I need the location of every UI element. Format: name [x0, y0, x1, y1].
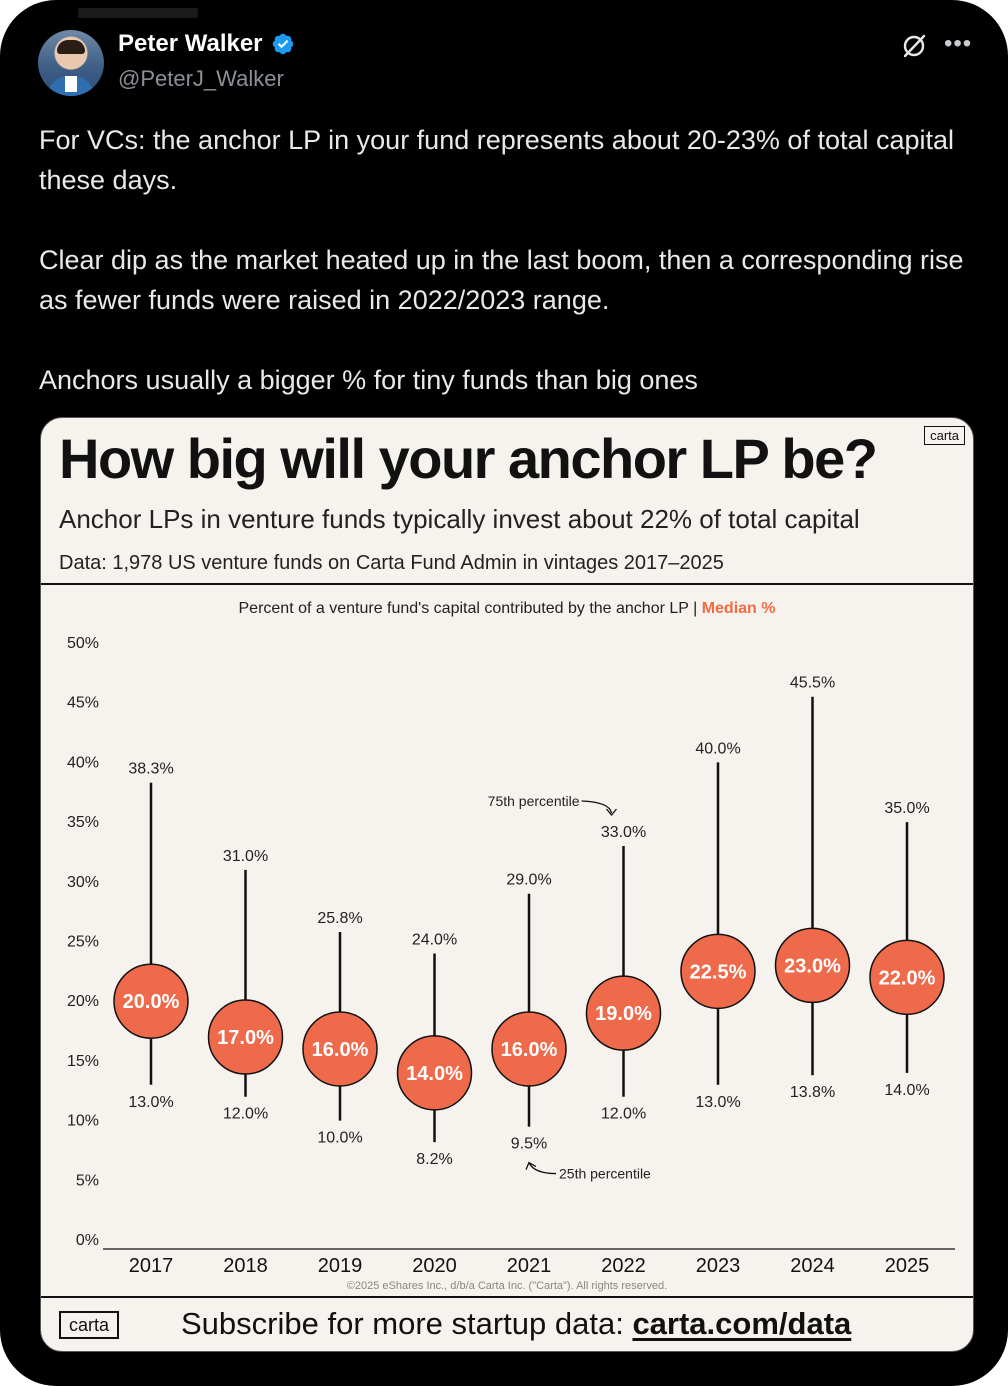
y-tick-label: 30%	[67, 874, 99, 891]
x-tick-label: 2020	[412, 1255, 457, 1277]
chart-title: How big will your anchor LP be?	[59, 427, 878, 490]
p25-label: 14.0%	[884, 1082, 929, 1099]
grok-icon[interactable]	[900, 32, 928, 60]
chart-subtitle: Anchor LPs in venture funds typically in…	[59, 504, 860, 534]
median-dot	[585, 975, 662, 1051]
author-row: Peter Walker	[118, 30, 295, 58]
median-dot	[491, 1011, 567, 1087]
median-label: 16.0%	[312, 1039, 369, 1061]
y-tick-label: 10%	[67, 1113, 99, 1130]
y-tick-label: 20%	[67, 993, 99, 1010]
author-name[interactable]: Peter Walker	[118, 30, 263, 57]
p25-label: 12.0%	[223, 1106, 268, 1123]
x-tick-label: 2021	[507, 1255, 552, 1277]
tweet-paragraph: Clear dip as the market heated up in the…	[39, 245, 964, 315]
median-label: 17.0%	[217, 1027, 274, 1049]
annotation-arrow	[581, 800, 613, 814]
annotation-25th: 25th percentile	[559, 1166, 651, 1182]
avatar[interactable]	[38, 30, 104, 96]
chart-image-card[interactable]: carta How big will your anchor LP be? An…	[40, 417, 974, 1352]
median-dot	[302, 1011, 378, 1087]
x-tick-label: 2024	[790, 1255, 835, 1277]
chart-legend-median: Median %	[702, 600, 776, 617]
y-tick-label: 5%	[76, 1172, 99, 1189]
more-options-icon[interactable]: •••	[944, 30, 973, 57]
p25-label: 12.0%	[601, 1106, 646, 1123]
median-label: 23.0%	[784, 955, 841, 977]
y-tick-label: 40%	[67, 754, 99, 771]
median-label: 19.0%	[595, 1003, 652, 1025]
p75-label: 25.8%	[317, 910, 362, 927]
status-bar-fragment	[78, 8, 198, 18]
p25-label: 13.0%	[695, 1094, 740, 1111]
divider	[41, 1296, 973, 1298]
p25-label: 13.0%	[128, 1094, 173, 1111]
p75-label: 35.0%	[884, 800, 929, 817]
x-tick-label: 2019	[318, 1255, 363, 1277]
tweet-text: For VCs: the anchor LP in your fund repr…	[39, 120, 969, 400]
carta-data-link[interactable]: carta.com/data	[632, 1306, 852, 1341]
p75-label: 31.0%	[223, 848, 268, 865]
annotation-arrow	[528, 1162, 557, 1175]
p75-label: 40.0%	[695, 740, 740, 757]
y-tick-label: 15%	[67, 1053, 99, 1070]
carta-logo: carta	[924, 426, 965, 445]
tweet-paragraph: Anchors usually a bigger % for tiny fund…	[39, 365, 698, 395]
y-tick-label: 50%	[67, 635, 99, 652]
copyright-text: ©2025 eShares Inc., d/b/a Carta Inc. ("C…	[346, 1280, 668, 1292]
median-label: 16.0%	[501, 1039, 558, 1061]
divider	[41, 583, 973, 585]
subscribe-text: Subscribe for more startup data:	[181, 1306, 633, 1341]
median-label: 22.0%	[879, 967, 936, 989]
chart-data-note: Data: 1,978 US venture funds on Carta Fu…	[59, 552, 724, 574]
p75-label: 24.0%	[412, 931, 457, 948]
median-dot	[113, 963, 189, 1039]
y-tick-label: 25%	[67, 934, 99, 951]
range-dot-chart: Percent of a venture fund's capital cont…	[67, 600, 955, 1277]
x-tick-label: 2017	[129, 1255, 174, 1277]
median-label: 20.0%	[123, 991, 180, 1013]
p75-label: 38.3%	[128, 761, 173, 778]
y-tick-label: 45%	[67, 695, 99, 712]
p25-label: 9.5%	[511, 1136, 547, 1153]
p25-label: 8.2%	[416, 1151, 452, 1168]
x-tick-label: 2018	[223, 1255, 268, 1277]
annotation-arrowhead	[525, 1161, 537, 1170]
x-tick-label: 2023	[696, 1255, 741, 1277]
p75-label: 29.0%	[506, 872, 551, 889]
p75-label: 45.5%	[790, 675, 835, 692]
median-dot	[774, 927, 851, 1004]
subscribe-cta: Subscribe for more startup data: carta.c…	[181, 1306, 851, 1342]
median-dot	[207, 999, 284, 1075]
median-dot	[680, 933, 756, 1010]
median-label: 14.0%	[406, 1063, 463, 1085]
median-dot	[869, 939, 945, 1016]
p75-label: 33.0%	[601, 824, 646, 841]
x-tick-label: 2025	[885, 1255, 930, 1277]
tweet-paragraph: For VCs: the anchor LP in your fund repr…	[39, 125, 955, 195]
chart-inner-title-text: Percent of a venture fund's capital cont…	[239, 600, 702, 617]
annotation-arrowhead	[606, 808, 617, 816]
y-tick-label: 35%	[67, 814, 99, 831]
p25-label: 13.8%	[790, 1084, 835, 1101]
median-label: 22.5%	[690, 961, 747, 983]
p25-label: 10.0%	[317, 1130, 362, 1147]
median-dot	[396, 1035, 473, 1111]
author-handle[interactable]: @PeterJ_Walker	[118, 66, 284, 91]
y-tick-label: 0%	[76, 1232, 99, 1249]
carta-footer-logo: carta	[59, 1311, 120, 1339]
x-tick-label: 2022	[601, 1255, 646, 1277]
verified-badge-icon	[272, 33, 293, 55]
annotation-75th: 75th percentile	[488, 793, 580, 809]
chart-inner-title: Percent of a venture fund's capital cont…	[239, 600, 776, 617]
